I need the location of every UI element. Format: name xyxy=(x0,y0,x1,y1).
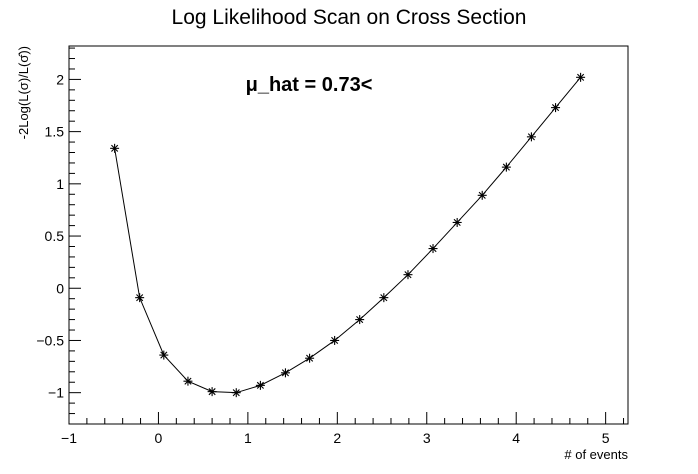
marker-stroke xyxy=(404,271,412,279)
marker-stroke xyxy=(380,294,388,302)
marker-stroke xyxy=(136,294,144,302)
x-tick-label: 2 xyxy=(333,430,341,446)
x-tick-label: 5 xyxy=(602,430,610,446)
marker-stroke xyxy=(577,73,585,81)
series-group xyxy=(110,72,586,398)
marker-stroke xyxy=(256,381,264,389)
data-point-marker xyxy=(576,72,586,82)
data-point-marker xyxy=(330,335,340,345)
marker-stroke xyxy=(184,377,192,385)
chart-title: Log Likelihood Scan on Cross Section xyxy=(172,6,527,29)
mu-hat-annotation: μ_hat = 0.73< xyxy=(246,74,373,96)
data-point-marker xyxy=(551,103,561,113)
marker-stroke xyxy=(429,245,437,253)
x-tick-label: −1 xyxy=(61,430,77,446)
marker-stroke xyxy=(478,191,486,199)
data-point-marker xyxy=(110,143,120,153)
marker-stroke xyxy=(356,316,364,324)
y-tick-label: −0.5 xyxy=(36,332,64,348)
data-point-marker xyxy=(477,190,487,200)
x-tick-label: 4 xyxy=(512,430,520,446)
data-point-marker xyxy=(379,293,389,303)
data-point-marker xyxy=(501,162,511,172)
x-tick-label: 0 xyxy=(155,430,163,446)
data-point-marker xyxy=(183,376,193,386)
series-line xyxy=(114,77,581,394)
data-point-marker xyxy=(403,270,413,280)
y-tick-label: 0 xyxy=(56,280,64,296)
marker-stroke xyxy=(502,163,510,171)
plot-frame xyxy=(68,45,629,425)
marker-stroke xyxy=(111,144,119,152)
data-point-marker xyxy=(526,132,536,142)
data-point-marker xyxy=(428,244,438,254)
marker-stroke xyxy=(160,351,168,359)
marker-stroke xyxy=(208,388,216,396)
y-tick-label: −1 xyxy=(48,385,64,401)
y-tick-label: 1.5 xyxy=(45,124,65,140)
data-point-marker xyxy=(231,388,241,398)
y-axis-ticks: −1 −0.5 0 0.5 1 1.5 2 xyxy=(36,47,81,425)
x-tick-label: 3 xyxy=(423,430,431,446)
data-point-marker xyxy=(305,353,315,363)
x-axis-label: # of events xyxy=(564,447,628,462)
marker-stroke xyxy=(281,369,290,377)
data-point-marker xyxy=(159,350,169,360)
data-point-marker xyxy=(135,293,145,303)
plot-frame-rect xyxy=(68,45,629,425)
data-point-marker xyxy=(355,315,365,325)
marker-stroke xyxy=(232,389,240,397)
marker-stroke xyxy=(306,354,314,362)
y-tick-label: 0.5 xyxy=(45,228,65,244)
y-tick-label: 1 xyxy=(56,176,64,192)
x-axis-ticks: −1 0 1 2 3 4 5 xyxy=(61,412,625,446)
y-axis-label: -2Log(L(σ)/L(σ̂)) xyxy=(16,46,31,139)
marker-stroke xyxy=(527,133,535,141)
marker-stroke xyxy=(453,218,461,227)
data-point-marker xyxy=(255,380,265,390)
data-point-marker xyxy=(280,368,290,378)
y-tick-label: 2 xyxy=(56,71,64,87)
x-tick-label: 1 xyxy=(244,430,252,446)
data-point-marker xyxy=(452,217,462,227)
data-point-marker xyxy=(207,387,217,397)
marker-stroke xyxy=(331,336,339,345)
marker-stroke xyxy=(551,104,560,112)
